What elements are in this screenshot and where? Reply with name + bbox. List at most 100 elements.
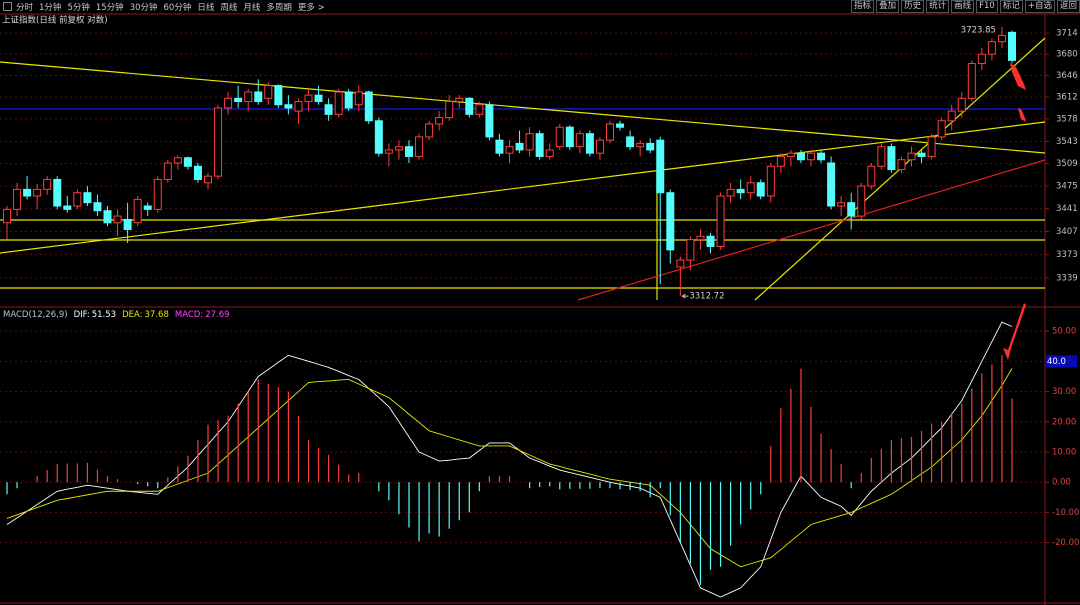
tool-button[interactable]: 叠加: [876, 0, 900, 13]
candle-body: [987, 41, 996, 55]
tool-button[interactable]: 历史: [901, 0, 925, 13]
period-button[interactable]: 分时: [16, 2, 34, 13]
tool-button[interactable]: 指标: [851, 0, 875, 13]
candle-body: [425, 123, 434, 138]
y-tick-label: 0.00: [1052, 478, 1071, 488]
candle-body: [837, 202, 846, 207]
candle-body: [505, 146, 514, 154]
candle-body: [766, 165, 775, 197]
chart-title: 上证指数(日线 前复权 对数): [2, 15, 108, 26]
candle-body: [997, 34, 1006, 43]
candle-body: [224, 97, 233, 109]
candle-body: [807, 152, 815, 161]
period-button[interactable]: 多周期: [266, 2, 292, 13]
candle-body: [907, 152, 916, 161]
tool-bar: 指标 叠加 历史 统计 画线 F10 标记 +自选 返回: [849, 0, 1080, 13]
candle-body: [817, 152, 826, 161]
candle-body: [364, 91, 373, 122]
candle-body: [204, 175, 212, 184]
candle-body: [535, 133, 544, 157]
candle-body: [304, 94, 313, 103]
candle-body: [394, 146, 403, 151]
candle-body: [585, 133, 594, 154]
period-bar: 分时 1分钟 5分钟 15分钟 30分钟 60分钟 日线 周线 月线 多周期 更多 >: [0, 0, 331, 13]
candle-body: [646, 142, 655, 151]
tool-button[interactable]: 画线: [951, 0, 975, 13]
candle-body: [716, 195, 725, 247]
y-tick-label: 3612: [1056, 93, 1078, 103]
period-button[interactable]: 15分钟: [95, 2, 124, 13]
period-button[interactable]: 60分钟: [163, 2, 192, 13]
candle-body: [927, 136, 936, 157]
y-tick-label: 3475: [1056, 182, 1078, 192]
candle-body: [143, 205, 152, 210]
candle-body: [83, 192, 92, 204]
candle-body: [957, 97, 966, 112]
y-tick-label: 3509: [1056, 159, 1078, 169]
candle-body: [123, 218, 132, 231]
candle-body: [666, 192, 675, 251]
drawn-line: [0, 121, 1046, 254]
candle-body: [214, 107, 223, 177]
drawing-layer: [0, 13, 1080, 605]
candle-body: [23, 188, 32, 197]
period-button[interactable]: 30分钟: [129, 2, 158, 13]
period-button[interactable]: 更多 >: [297, 2, 325, 13]
arrow: [1003, 303, 1026, 360]
candle-body: [113, 215, 122, 224]
period-button[interactable]: 月线: [243, 2, 261, 13]
y-tick-label: 30.00: [1052, 387, 1076, 397]
candle-body: [43, 178, 52, 190]
candle-body: [173, 157, 182, 164]
period-button[interactable]: 周线: [220, 2, 238, 13]
candle-body: [947, 110, 956, 122]
candle-body: [595, 139, 604, 154]
legend: MACD(12,26,9) DIF: 51.53 DEA: 37.68 MACD: 27.6…: [3, 310, 230, 320]
candle-body: [575, 133, 584, 148]
legend-value: 37.68: [145, 310, 169, 320]
candle-body: [183, 157, 192, 167]
tool-button[interactable]: 标记: [999, 0, 1023, 13]
candle-body: [847, 202, 856, 217]
period-button[interactable]: 1分钟: [39, 2, 62, 13]
y-tick-label: 3543: [1056, 137, 1078, 147]
candle-body: [13, 188, 22, 210]
y-tick-label: -20.00: [1052, 538, 1079, 548]
y-tick-label: 50.00: [1052, 327, 1076, 337]
candle-body: [133, 198, 142, 224]
candle-body: [465, 97, 474, 115]
candle-body: [354, 91, 363, 106]
candle-body: [937, 120, 946, 138]
indicator-title: MACD(12,26,9): [3, 310, 68, 320]
candle-body: [676, 259, 685, 268]
legend-name: MACD:: [175, 310, 203, 320]
tool-button[interactable]: 返回: [1056, 0, 1080, 13]
candle-body: [565, 126, 574, 148]
drawn-line: [0, 61, 1046, 154]
tool-button[interactable]: F10: [976, 0, 998, 13]
y-tick-label: 3646: [1056, 71, 1078, 81]
toolbar: 分时 1分钟 5分钟 15分钟 30分钟 60分钟 日线 周线 月线 多周期 更多 > 指标 叠加 历史…: [0, 0, 1080, 13]
candle-body: [274, 85, 283, 106]
tool-button[interactable]: +自选: [1024, 0, 1055, 13]
y-tick-label: 3680: [1056, 50, 1078, 60]
y-tick-label: 3441: [1056, 204, 1078, 214]
candle-body: [917, 152, 926, 157]
label-arrow: [681, 293, 686, 299]
candle-body: [1008, 31, 1016, 61]
candle-body: [786, 152, 795, 157]
icon: [3, 2, 12, 11]
candle-body: [294, 101, 303, 112]
candle-body: [977, 53, 986, 65]
candle-body: [515, 142, 524, 151]
candle-body: [485, 104, 494, 138]
tool-button[interactable]: 统计: [926, 0, 950, 13]
period-button[interactable]: 5分钟: [67, 2, 90, 13]
candle-body: [887, 146, 896, 171]
candle-body: [264, 85, 273, 99]
legend-value: 27.69: [205, 310, 229, 320]
candle-body: [244, 91, 253, 103]
period-button[interactable]: 日线: [197, 2, 215, 13]
candle-body: [706, 235, 715, 247]
candle-body: [324, 104, 333, 115]
